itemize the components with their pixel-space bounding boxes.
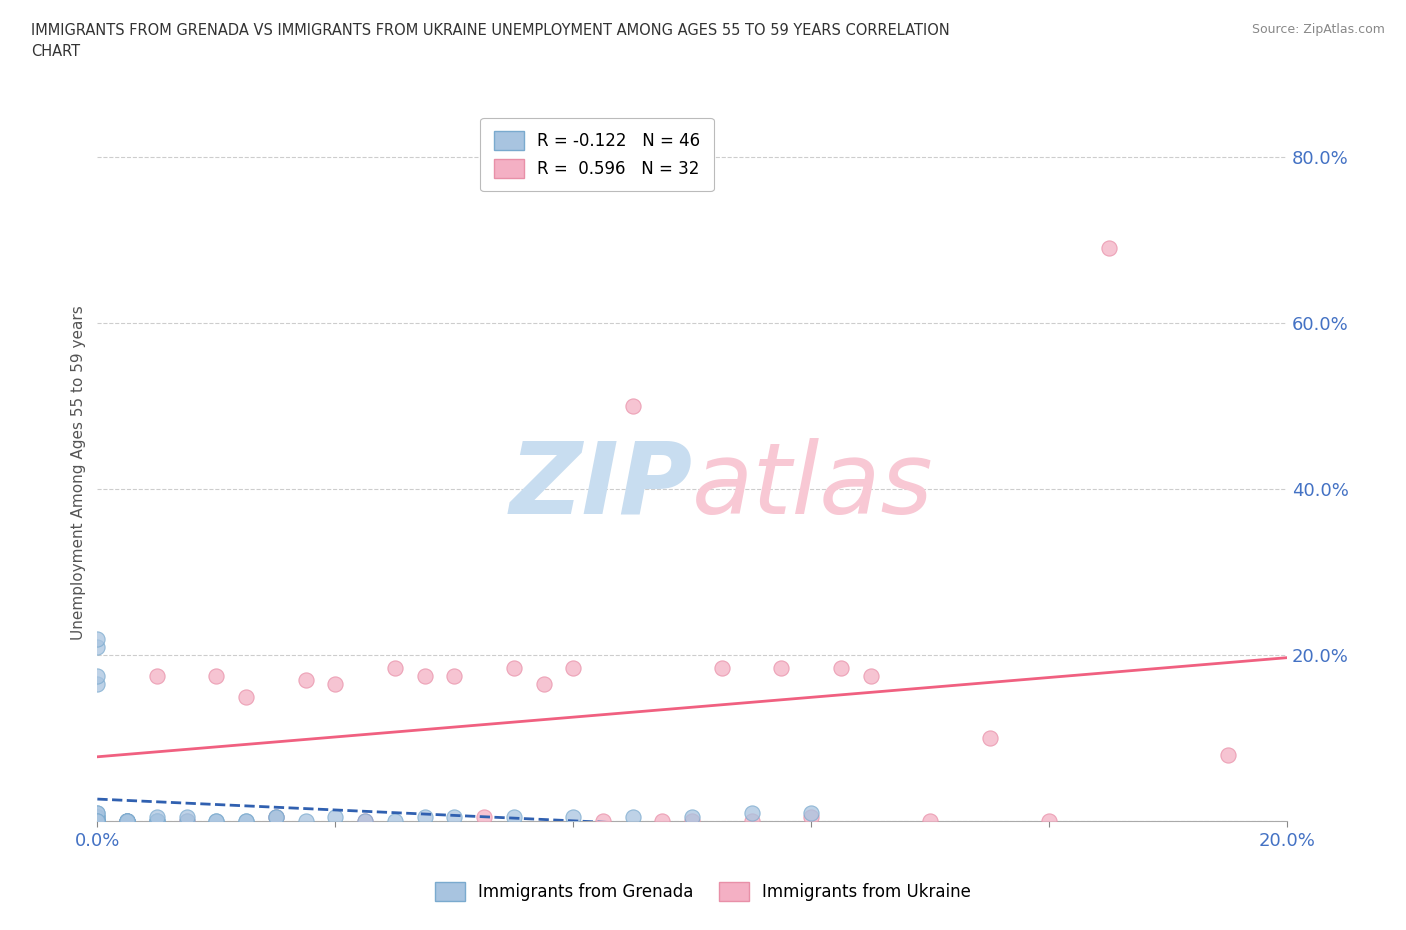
Text: Source: ZipAtlas.com: Source: ZipAtlas.com	[1251, 23, 1385, 36]
Point	[235, 814, 257, 829]
Point	[86, 669, 108, 684]
Point	[115, 814, 138, 829]
Point	[384, 660, 406, 675]
Point	[86, 677, 108, 692]
Point	[86, 814, 108, 829]
Point	[979, 731, 1001, 746]
Point	[502, 660, 524, 675]
Point	[86, 631, 108, 646]
Point	[681, 810, 703, 825]
Point	[562, 810, 585, 825]
Point	[115, 814, 138, 829]
Point	[176, 814, 198, 829]
Point	[86, 814, 108, 829]
Point	[621, 810, 644, 825]
Point	[205, 814, 228, 829]
Point	[323, 677, 346, 692]
Point	[413, 810, 436, 825]
Point	[146, 814, 169, 829]
Point	[264, 810, 287, 825]
Point	[86, 814, 108, 829]
Point	[384, 814, 406, 829]
Point	[115, 814, 138, 829]
Point	[86, 814, 108, 829]
Point	[86, 814, 108, 829]
Point	[472, 810, 495, 825]
Point	[621, 398, 644, 413]
Point	[86, 805, 108, 820]
Point	[264, 810, 287, 825]
Point	[443, 669, 465, 684]
Legend: R = -0.122   N = 46, R =  0.596   N = 32: R = -0.122 N = 46, R = 0.596 N = 32	[481, 118, 714, 192]
Point	[592, 814, 614, 829]
Point	[413, 669, 436, 684]
Point	[86, 810, 108, 825]
Point	[235, 814, 257, 829]
Point	[86, 805, 108, 820]
Point	[859, 669, 882, 684]
Point	[920, 814, 942, 829]
Point	[86, 640, 108, 655]
Point	[741, 814, 763, 829]
Point	[1216, 748, 1239, 763]
Point	[770, 660, 793, 675]
Point	[354, 814, 377, 829]
Point	[86, 810, 108, 825]
Text: atlas: atlas	[692, 438, 934, 535]
Point	[146, 814, 169, 829]
Point	[1038, 814, 1060, 829]
Point	[681, 814, 703, 829]
Point	[800, 805, 823, 820]
Point	[533, 677, 555, 692]
Point	[205, 814, 228, 829]
Point	[323, 810, 346, 825]
Point	[443, 810, 465, 825]
Point	[264, 810, 287, 825]
Point	[651, 814, 673, 829]
Point	[115, 814, 138, 829]
Point	[176, 814, 198, 829]
Legend: Immigrants from Grenada, Immigrants from Ukraine: Immigrants from Grenada, Immigrants from…	[429, 875, 977, 908]
Point	[1097, 241, 1119, 256]
Point	[354, 814, 377, 829]
Point	[800, 810, 823, 825]
Text: IMMIGRANTS FROM GRENADA VS IMMIGRANTS FROM UKRAINE UNEMPLOYMENT AMONG AGES 55 TO: IMMIGRANTS FROM GRENADA VS IMMIGRANTS FR…	[31, 23, 949, 60]
Point	[741, 805, 763, 820]
Point	[294, 814, 316, 829]
Point	[86, 814, 108, 829]
Point	[294, 672, 316, 687]
Point	[176, 810, 198, 825]
Point	[86, 814, 108, 829]
Point	[146, 814, 169, 829]
Point	[86, 810, 108, 825]
Point	[86, 814, 108, 829]
Point	[146, 669, 169, 684]
Point	[502, 810, 524, 825]
Point	[115, 814, 138, 829]
Point	[710, 660, 733, 675]
Y-axis label: Unemployment Among Ages 55 to 59 years: Unemployment Among Ages 55 to 59 years	[72, 305, 86, 640]
Point	[86, 814, 108, 829]
Point	[562, 660, 585, 675]
Point	[115, 814, 138, 829]
Point	[146, 810, 169, 825]
Text: ZIP: ZIP	[509, 438, 692, 535]
Point	[235, 689, 257, 704]
Point	[205, 669, 228, 684]
Point	[830, 660, 852, 675]
